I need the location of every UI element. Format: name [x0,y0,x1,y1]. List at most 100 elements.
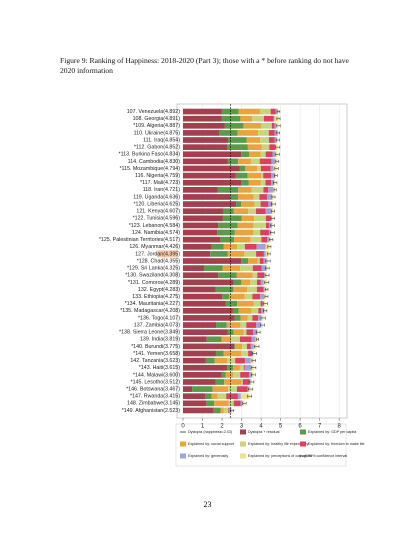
bar-segment [259,194,268,200]
bar-segment [240,393,250,400]
bar-segment [254,201,261,207]
legend-swatch [240,429,246,435]
ci-whisker [270,223,275,227]
category-label: 126. Myanmar(4.426) [129,244,180,250]
category-label: 118. Iran(4.721) [143,187,181,193]
bar-segment [211,393,218,400]
bar-segment [247,386,249,392]
category-label: 124. Namibia(4.574) [132,230,180,236]
bar-segment [183,357,206,364]
ci-whisker [271,202,276,206]
bar-segment [183,137,228,143]
bar-segment [260,179,266,186]
category-label: *146. Botswana(3.467) [126,386,180,392]
bar-segment [238,186,252,193]
bar-segment [247,286,257,293]
bar-segment [235,343,243,350]
bar-segment [256,279,261,286]
category-label: *130. Swaziland(4.308) [125,273,180,279]
bar-segment [272,151,276,158]
legend-label: Dystopia + residual [248,430,280,434]
bar-segment [267,236,270,243]
bar-segment [225,300,238,307]
ci-whisker [275,138,280,142]
bar-segment [205,393,212,400]
bar-segment [258,130,269,136]
bar-segment [259,108,271,115]
bar-segment [265,151,273,158]
bar-segment [263,286,265,293]
bar-segment [265,243,270,250]
bar-segment [253,194,260,200]
bar-segment [234,315,241,321]
ci-whisker [275,159,280,163]
bar-segment [248,350,253,357]
legend-label: Explained by: perceptions of corruption [248,454,312,458]
ci-whisker [276,117,281,121]
ci-whisker [273,181,278,185]
bar-segment [183,194,231,200]
bar-segment [183,215,223,222]
bar-segment [265,179,272,186]
bar-segment [251,186,264,193]
bar-segment [252,315,259,321]
bar-segment [230,194,238,200]
bar-segment [252,265,262,271]
bar-segment [268,130,275,136]
category-label: 142. Tanzania(3.623) [130,358,180,364]
bar-segment [257,258,260,264]
bar-segment [257,165,261,172]
bar-segment [183,350,216,357]
ci-whisker [270,216,275,220]
ci-whisker [252,352,257,356]
bar-segment [244,293,253,300]
ci-whisker [251,359,256,363]
bar-segment [253,229,261,236]
bar-segment [227,137,247,143]
bar-segment [217,229,235,236]
bar-segment [221,115,241,122]
bar-segment [223,350,242,357]
category-label: *134. Mauritania(4.227) [125,301,181,307]
bar-segment [227,158,239,165]
bar-segment [183,265,204,271]
bar-segment [228,407,230,414]
category-label: *135. Madagascar(4.208) [120,308,180,314]
bar-segment [183,279,234,286]
legend-label: Explained by: social support [188,442,234,446]
bar-segment [247,172,262,179]
bar-segment [261,265,267,271]
category-label: *140. Burundi(3.775) [131,344,180,350]
bar-segment [264,272,266,279]
ci-whisker [248,380,255,384]
bar-segment [243,329,247,336]
ci-whisker [260,323,265,327]
bar-segment [236,272,253,279]
category-label: *147. Rwanda(3.415) [130,394,180,400]
bar-segment [259,158,272,165]
x-tick-label: 2 [220,424,224,430]
bar-segment [183,407,214,414]
category-label: *136. Togo(4.107) [138,315,180,321]
bar-segment [235,172,248,179]
legend-label: Explained by: healthy life expectancy [248,442,309,446]
bar-segment [234,236,251,243]
bar-segment [183,286,216,293]
bar-segment [223,208,234,215]
bar-segment [263,258,267,264]
legend-swatch [240,441,246,447]
legend-swatch [180,453,186,459]
bar-segment [253,329,258,336]
bar-segment [203,265,223,271]
category-label: *144. Malawi(3.600) [133,372,180,378]
bar-segment [271,172,275,179]
ci-whisker [263,309,268,313]
legend-swatch [240,453,246,459]
legend-label: 95% confidence interval [308,454,347,458]
ci-whisker [267,252,271,256]
ci-whisker [269,238,274,242]
bar-segment [245,165,258,172]
bar-segment [256,251,264,257]
ci-whisker [276,131,280,135]
